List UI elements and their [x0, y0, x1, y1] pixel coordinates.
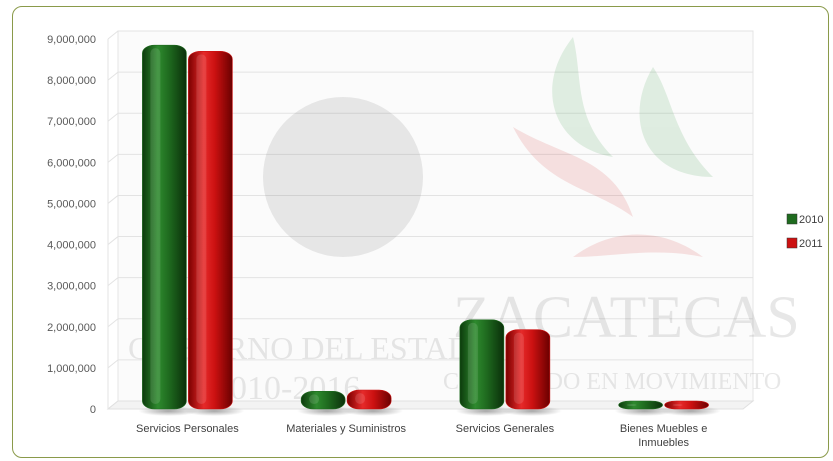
y-axis: 0 1,000,000 2,000,000 3,000,000 4,000,000 5,0… [47, 34, 96, 416]
y-tick-label: 3,000,000 [47, 281, 96, 293]
bar-highlight [355, 393, 366, 404]
bar-2010 [300, 391, 346, 410]
y-tick-label: 0 [90, 404, 96, 416]
gridline-depth [107, 71, 119, 81]
gridline-depth [107, 236, 119, 245]
y-tick-label: 4,000,000 [47, 240, 96, 252]
gridline-depth [107, 359, 119, 369]
bar-chart: ZACATECAS CRECIENDO EN MOVIMIENTO GOBIER… [47, 30, 823, 449]
watermark-title: ZACATECAS [453, 284, 800, 350]
x-category-label: Inmuebles [638, 437, 689, 449]
gridline-depth [107, 30, 119, 40]
bar-highlight [672, 404, 683, 406]
legend-label: 2011 [799, 238, 823, 250]
legend-swatch [786, 237, 798, 249]
bar-highlight [150, 48, 161, 405]
bar-2011 [188, 51, 233, 410]
bar-2011 [346, 389, 392, 410]
x-category-label: Bienes Muebles e [620, 423, 707, 435]
y-tick-label: 2,000,000 [47, 322, 96, 334]
bar-2010 [142, 44, 187, 410]
gridline-depth [107, 277, 119, 287]
x-category-label: Servicios Generales [456, 423, 555, 435]
bar-highlight [309, 394, 320, 404]
bar-2010 [618, 400, 663, 410]
y-tick-label: 6,000,000 [47, 157, 96, 169]
gridline-depth [107, 318, 119, 328]
gridline-depth [107, 112, 119, 122]
x-category-label: Materiales y Suministros [286, 423, 406, 435]
bar-2010 [459, 319, 505, 410]
y-tick-label: 9,000,000 [47, 34, 96, 46]
bar-2011 [664, 400, 709, 410]
bars [138, 44, 721, 416]
chart-frame: ZACATECAS CRECIENDO EN MOVIMIENTO GOBIER… [12, 6, 829, 458]
bar-2011 [505, 329, 551, 410]
bar-highlight [467, 322, 478, 404]
y-tick-label: 7,000,000 [47, 116, 96, 128]
y-tick-label: 5,000,000 [47, 198, 96, 210]
y-tick-label: 1,000,000 [47, 363, 96, 375]
gridline-depth [107, 195, 119, 204]
bar-highlight [513, 332, 524, 404]
gridline-depth [107, 153, 119, 163]
x-axis: Servicios Personales Materiales y Suminis… [136, 423, 707, 449]
legend: 2010 2011 [786, 213, 823, 250]
y-tick-label: 8,000,000 [47, 75, 96, 87]
legend-label: 2010 [799, 214, 823, 226]
x-category-label: Servicios Personales [136, 423, 239, 435]
bar-highlight [626, 404, 637, 406]
bar-highlight [196, 54, 207, 404]
legend-swatch [786, 213, 798, 225]
